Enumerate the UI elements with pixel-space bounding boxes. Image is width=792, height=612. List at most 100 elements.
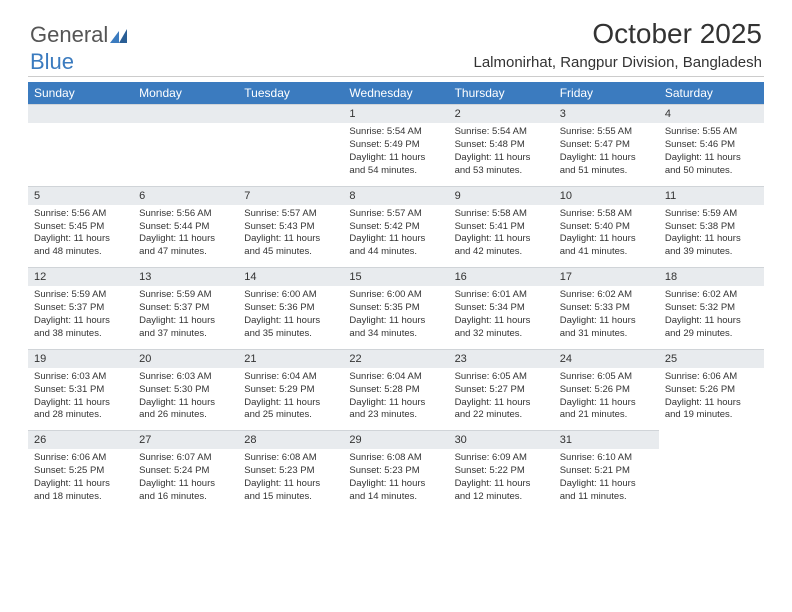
day-number [28, 104, 133, 123]
daylight-line: Daylight: 11 hours and 22 minutes. [455, 397, 548, 423]
calendar-cell: 28 Sunrise: 6:08 AMSunset: 5:23 PMDayligh… [238, 430, 343, 512]
day-number [238, 104, 343, 123]
day-body: Sunrise: 6:02 AMSunset: 5:32 PMDaylight:… [659, 286, 764, 348]
sunrise-line: Sunrise: 6:05 AM [455, 371, 548, 384]
sunset-line: Sunset: 5:29 PM [244, 384, 337, 397]
daylight-line: Daylight: 11 hours and 50 minutes. [665, 152, 758, 178]
day-number: 25 [659, 349, 764, 368]
daylight-line: Daylight: 11 hours and 45 minutes. [244, 233, 337, 259]
sunrise-line: Sunrise: 6:06 AM [665, 371, 758, 384]
day-number: 22 [343, 349, 448, 368]
empty-cell [28, 104, 133, 186]
calendar-cell: 8Sunrise: 5:57 AMSunset: 5:42 PMDaylight… [343, 186, 448, 268]
day-number: 31 [554, 430, 659, 449]
sunrise-line: Sunrise: 6:03 AM [139, 371, 232, 384]
day-body: Sunrise: 5:58 AMSunset: 5:40 PMDaylight:… [554, 205, 659, 267]
daylight-line: Daylight: 11 hours and 34 minutes. [349, 315, 442, 341]
sunset-line: Sunset: 5:41 PM [455, 221, 548, 234]
daylight-line: Daylight: 11 hours and 29 minutes. [665, 315, 758, 341]
day-number: 28 [238, 430, 343, 449]
calendar-cell: 29Sunrise: 6:08 AMSunset: 5:23 PMDayligh… [343, 430, 448, 512]
sunset-line: Sunset: 5:49 PM [349, 139, 442, 152]
sunrise-line: Sunrise: 6:00 AM [349, 289, 442, 302]
sunset-line: Sunset: 5:37 PM [34, 302, 127, 315]
daylight-line: Daylight: 11 hours and 15 minutes. [244, 478, 337, 504]
calendar-cell: 14Sunrise: 6:00 AMSunset: 5:36 PMDayligh… [238, 267, 343, 349]
sunrise-line: Sunrise: 5:56 AM [34, 208, 127, 221]
sunrise-line: Sunrise: 6:08 AM [244, 452, 337, 465]
sunrise-line: Sunrise: 5:54 AM [349, 126, 442, 139]
sunset-line: Sunset: 5:36 PM [244, 302, 337, 315]
calendar-cell: 15Sunrise: 6:00 AMSunset: 5:35 PMDayligh… [343, 267, 448, 349]
day-number: 9 [449, 186, 554, 205]
day-body: Sunrise: 5:57 AMSunset: 5:43 PMDaylight:… [238, 205, 343, 267]
day-number: 13 [133, 267, 238, 286]
sunset-line: Sunset: 5:24 PM [139, 465, 232, 478]
sunrise-line: Sunrise: 6:02 AM [665, 289, 758, 302]
day-number: 10 [554, 186, 659, 205]
sunset-line: Sunset: 5:43 PM [244, 221, 337, 234]
sunrise-line: Sunrise: 5:56 AM [139, 208, 232, 221]
daylight-line: Daylight: 11 hours and 14 minutes. [349, 478, 442, 504]
sunset-line: Sunset: 5:33 PM [560, 302, 653, 315]
calendar-cell: 21Sunrise: 6:04 AMSunset: 5:29 PMDayligh… [238, 349, 343, 431]
sunrise-line: Sunrise: 5:58 AM [560, 208, 653, 221]
calendar-cell: 9Sunrise: 5:58 AMSunset: 5:41 PMDaylight… [449, 186, 554, 268]
day-number: 27 [133, 430, 238, 449]
sunrise-line: Sunrise: 5:59 AM [34, 289, 127, 302]
sunset-line: Sunset: 5:21 PM [560, 465, 653, 478]
daylight-line: Daylight: 11 hours and 23 minutes. [349, 397, 442, 423]
sunset-line: Sunset: 5:28 PM [349, 384, 442, 397]
day-number: 11 [659, 186, 764, 205]
day-header: Wednesday [343, 82, 448, 104]
sunrise-line: Sunrise: 6:07 AM [139, 452, 232, 465]
calendar-cell: 27Sunrise: 6:07 AMSunset: 5:24 PMDayligh… [133, 430, 238, 512]
empty-cell [238, 104, 343, 186]
page-subtitle: Lalmonirhat, Rangpur Division, Banglades… [473, 54, 762, 71]
sunset-line: Sunset: 5:35 PM [349, 302, 442, 315]
day-body: Sunrise: 6:03 AMSunset: 5:31 PMDaylight:… [28, 368, 133, 430]
day-body: Sunrise: 6:03 AMSunset: 5:30 PMDaylight:… [133, 368, 238, 430]
day-body: Sunrise: 5:55 AMSunset: 5:47 PMDaylight:… [554, 123, 659, 185]
sunrise-line: Sunrise: 5:55 AM [560, 126, 653, 139]
sunset-line: Sunset: 5:37 PM [139, 302, 232, 315]
day-header: Thursday [449, 82, 554, 104]
daylight-line: Daylight: 11 hours and 35 minutes. [244, 315, 337, 341]
day-header: Monday [133, 82, 238, 104]
day-number: 14 [238, 267, 343, 286]
day-header: Friday [554, 82, 659, 104]
calendar-cell: 2Sunrise: 5:54 AMSunset: 5:48 PMDaylight… [449, 104, 554, 186]
sunset-line: Sunset: 5:23 PM [244, 465, 337, 478]
sunset-line: Sunset: 5:26 PM [665, 384, 758, 397]
calendar-cell: 20Sunrise: 6:03 AMSunset: 5:30 PMDayligh… [133, 349, 238, 431]
daylight-line: Daylight: 11 hours and 48 minutes. [34, 233, 127, 259]
sunset-line: Sunset: 5:34 PM [455, 302, 548, 315]
calendar-cell: 19Sunrise: 6:03 AMSunset: 5:31 PMDayligh… [28, 349, 133, 431]
day-number: 8 [343, 186, 448, 205]
calendar-cell: 4Sunrise: 5:55 AMSunset: 5:46 PMDaylight… [659, 104, 764, 186]
calendar-cell: 7Sunrise: 5:57 AMSunset: 5:43 PMDaylight… [238, 186, 343, 268]
sunrise-line: Sunrise: 6:09 AM [455, 452, 548, 465]
sunset-line: Sunset: 5:27 PM [455, 384, 548, 397]
sunset-line: Sunset: 5:22 PM [455, 465, 548, 478]
daylight-line: Daylight: 11 hours and 12 minutes. [455, 478, 548, 504]
day-number: 29 [343, 430, 448, 449]
day-body: Sunrise: 6:04 AMSunset: 5:29 PMDaylight:… [238, 368, 343, 430]
page-title: October 2025 [592, 18, 762, 50]
calendar-cell: 1Sunrise: 5:54 AMSunset: 5:49 PMDaylight… [343, 104, 448, 186]
day-body: Sunrise: 6:08 AMSunset: 5:23 PMDaylight:… [343, 449, 448, 511]
daylight-line: Daylight: 11 hours and 18 minutes. [34, 478, 127, 504]
daylight-line: Daylight: 11 hours and 44 minutes. [349, 233, 442, 259]
daylight-line: Daylight: 11 hours and 53 minutes. [455, 152, 548, 178]
calendar-cell: 31Sunrise: 6:10 AMSunset: 5:21 PMDayligh… [554, 430, 659, 512]
calendar-cell: 22 Sunrise: 6:04 AMSunset: 5:28 PMDayligh… [343, 349, 448, 431]
sunrise-line: Sunrise: 6:04 AM [349, 371, 442, 384]
day-body: Sunrise: 6:05 AMSunset: 5:27 PMDaylight:… [449, 368, 554, 430]
day-body: Sunrise: 5:58 AMSunset: 5:41 PMDaylight:… [449, 205, 554, 267]
sunset-line: Sunset: 5:48 PM [455, 139, 548, 152]
calendar-cell: 24Sunrise: 6:05 AMSunset: 5:26 PMDayligh… [554, 349, 659, 431]
calendar-cell: 13Sunrise: 5:59 AMSunset: 5:37 PMDayligh… [133, 267, 238, 349]
calendar-cell: 10Sunrise: 5:58 AMSunset: 5:40 PMDayligh… [554, 186, 659, 268]
day-body: Sunrise: 5:55 AMSunset: 5:46 PMDaylight:… [659, 123, 764, 185]
day-number: 18 [659, 267, 764, 286]
